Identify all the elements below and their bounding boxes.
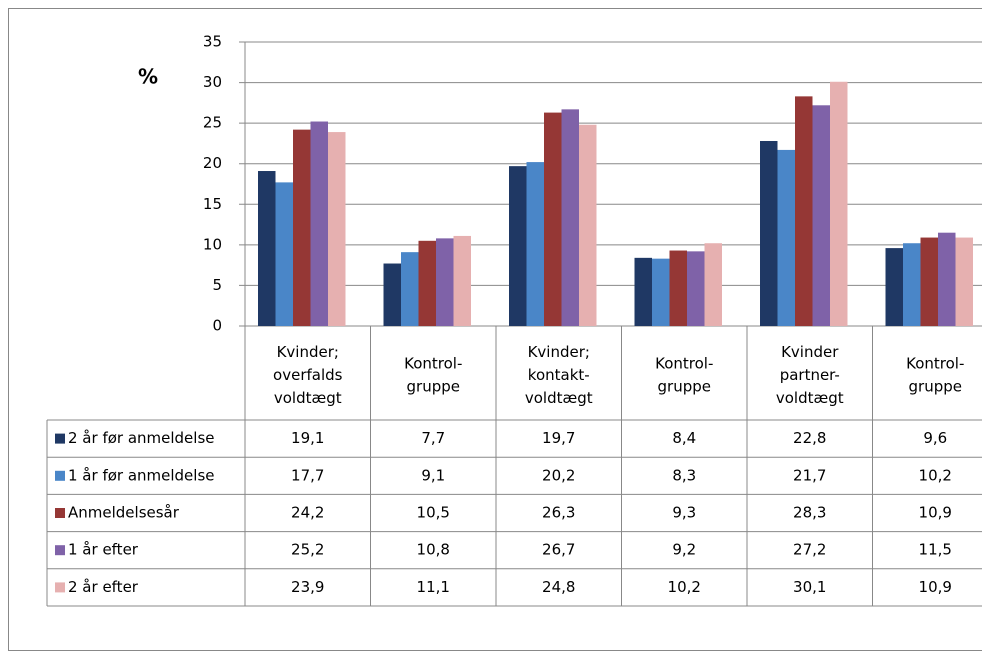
bar: [634, 257, 652, 326]
bar: [903, 243, 921, 326]
table-value: 8,3: [672, 466, 696, 484]
bar: [293, 129, 311, 326]
table-value: 23,9: [291, 578, 324, 596]
table-value: 30,1: [793, 578, 826, 596]
legend-key: [55, 545, 65, 556]
bar: [328, 132, 346, 326]
bar: [812, 105, 830, 326]
table-value: 26,3: [542, 504, 575, 522]
table-value: 9,1: [421, 466, 445, 484]
y-tick-label: 10: [203, 235, 222, 253]
table-value: 19,7: [542, 429, 575, 447]
table-value: 10,8: [417, 541, 450, 559]
table-value: 8,4: [672, 429, 696, 447]
bar: [579, 124, 597, 326]
y-tick-label: 35: [203, 33, 222, 51]
legend-label: Anmeldelsesår: [68, 504, 180, 522]
table-value: 10,9: [919, 504, 952, 522]
table-value: 24,2: [291, 504, 324, 522]
category-label: Kvinder partner-voldtægt: [776, 343, 844, 407]
table-value: 22,8: [793, 429, 826, 447]
bar: [652, 258, 670, 326]
bar: [777, 149, 795, 326]
table-value: 9,6: [923, 429, 947, 447]
table-value: 10,2: [919, 466, 952, 484]
table-value: 7,7: [421, 429, 445, 447]
legend-key: [55, 433, 65, 444]
bar: [383, 263, 401, 326]
bar: [436, 238, 454, 326]
table-value: 19,1: [291, 429, 324, 447]
bar: [401, 252, 419, 326]
table-value: 17,7: [291, 466, 324, 484]
y-tick-label: 25: [203, 114, 222, 132]
bar: [760, 140, 778, 326]
table-value: 20,2: [542, 466, 575, 484]
legend-key: [55, 470, 65, 481]
bar: [453, 235, 471, 326]
table-value: 27,2: [793, 541, 826, 559]
category-label: Kontrol-gruppe: [906, 354, 964, 395]
table-value: 24,8: [542, 578, 575, 596]
y-axis-label: %: [138, 65, 158, 89]
bar: [938, 232, 956, 326]
table-value: 11,5: [919, 541, 952, 559]
bar: [885, 248, 903, 326]
category-label: Kontrol-gruppe: [404, 354, 462, 395]
legend-label: 1 år før anmeldelse: [68, 466, 215, 484]
category-label: Kontrol-gruppe: [655, 354, 713, 395]
table-value: 26,7: [542, 541, 575, 559]
table-value: 10,9: [919, 578, 952, 596]
category-label: Kvinder; kontakt-voldtægt: [525, 343, 593, 407]
table-value: 10,2: [668, 578, 701, 596]
table-value: 21,7: [793, 466, 826, 484]
table-value: 9,2: [672, 541, 696, 559]
bar: [526, 162, 544, 326]
legend-key: [55, 508, 65, 518]
bar: [310, 121, 328, 327]
category-label: Kvinder; overfalds voldtægt: [273, 343, 343, 407]
bar: [509, 166, 527, 326]
bar: [955, 237, 973, 326]
table-value: 28,3: [793, 504, 826, 522]
bar: [669, 250, 687, 326]
y-tick-label: 15: [203, 195, 222, 213]
bar: [830, 81, 848, 326]
table-value: 11,1: [417, 578, 450, 596]
bar: [920, 237, 938, 326]
y-tick-label: 30: [203, 73, 222, 91]
legend-label: 1 år efter: [68, 541, 139, 559]
bar: [275, 182, 293, 326]
bar: [561, 109, 579, 326]
legend-label: 2 år efter: [68, 578, 139, 596]
table-value: 10,5: [417, 504, 450, 522]
y-tick-label: 5: [212, 276, 222, 294]
y-tick-label: 0: [212, 317, 222, 335]
legend-key: [55, 582, 65, 593]
y-tick-label: 20: [203, 154, 222, 172]
bar: [704, 243, 722, 326]
legend-label: 2 år før anmeldelse: [68, 429, 215, 447]
bar: [418, 240, 436, 326]
table-value: 25,2: [291, 541, 324, 559]
table-value: 9,3: [672, 504, 696, 522]
bar: [544, 112, 562, 326]
bar: [258, 171, 276, 326]
bar: [795, 96, 813, 326]
bar: [687, 251, 705, 326]
